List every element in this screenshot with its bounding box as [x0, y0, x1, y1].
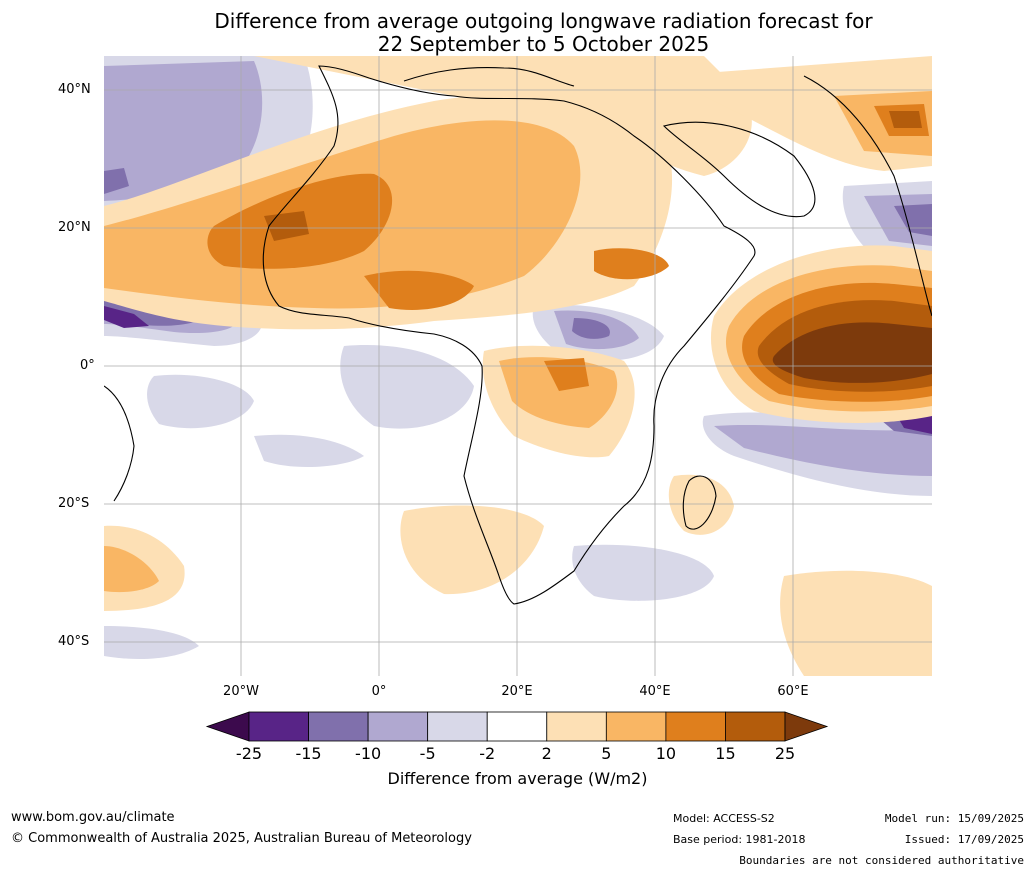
- colorbar-bin: [367, 711, 429, 742]
- colorbar-arrow-min: [205, 711, 250, 742]
- title-line-2: 22 September to 5 October 2025: [377, 32, 710, 56]
- map-canvas: [104, 56, 932, 676]
- base-period: Base period: 1981-2018: [673, 833, 806, 846]
- colorbar-bin: [546, 711, 607, 742]
- colorbar-bin: [605, 711, 667, 742]
- colorbar-bin: [725, 711, 786, 742]
- colorbar-bin: [248, 711, 309, 742]
- copyright-text: © Commonwealth of Australia 2025, Austra…: [11, 831, 472, 846]
- colorbar-tick-label: -10: [355, 744, 382, 763]
- model-run-date: Model run: 15/09/2025: [884, 812, 1024, 825]
- lat-label-20s: 20°S: [58, 496, 90, 511]
- colorbar-tick-label: 15: [715, 744, 736, 763]
- title-line-1: Difference from average outgoing longwav…: [214, 9, 873, 33]
- issued-date: Issued: 17/09/2025: [904, 833, 1024, 846]
- colorbar-tick-label: 25: [774, 744, 796, 763]
- lat-label-40n: 40°N: [58, 82, 91, 97]
- colorbar-tick-label: 5: [601, 744, 612, 763]
- colorbar-arrow-max: [784, 711, 829, 742]
- lon-label-20w: 20°W: [223, 684, 259, 699]
- olr-anomaly-map: [104, 56, 932, 676]
- colorbar-tick-label: 10: [655, 744, 677, 763]
- model-name: Model: ACCESS-S2: [673, 812, 775, 825]
- graticule: [104, 56, 932, 676]
- coastlines: [104, 65, 932, 605]
- map-title: Difference from average outgoing longwav…: [0, 10, 1035, 56]
- colorbar-bin: [665, 711, 726, 742]
- lon-label-40e: 40°E: [639, 684, 671, 699]
- lon-label-60e: 60°E: [777, 684, 809, 699]
- lat-label-40s: 40°S: [58, 634, 90, 649]
- colorbar-tick-label: -5: [419, 744, 436, 763]
- boundaries-disclaimer: Boundaries are not considered authoritat…: [739, 854, 1024, 867]
- colorbar-bin: [427, 711, 488, 742]
- colorbar-bin: [308, 711, 369, 742]
- colorbar-label: Difference from average (W/m2): [387, 769, 648, 788]
- lon-label-0: 0°: [371, 684, 387, 699]
- lon-label-20e: 20°E: [501, 684, 533, 699]
- colorbar-tick-label: 2: [541, 744, 552, 763]
- lat-label-equator: 0°: [80, 358, 95, 373]
- colorbar-tick-label: -2: [479, 744, 496, 763]
- website-link[interactable]: www.bom.gov.au/climate: [11, 810, 175, 825]
- colorbar-bin: [486, 711, 548, 742]
- colorbar-tick-label: -15: [295, 744, 322, 763]
- colorbar-tick-label: -25: [235, 744, 263, 763]
- lat-label-20n: 20°N: [58, 220, 91, 235]
